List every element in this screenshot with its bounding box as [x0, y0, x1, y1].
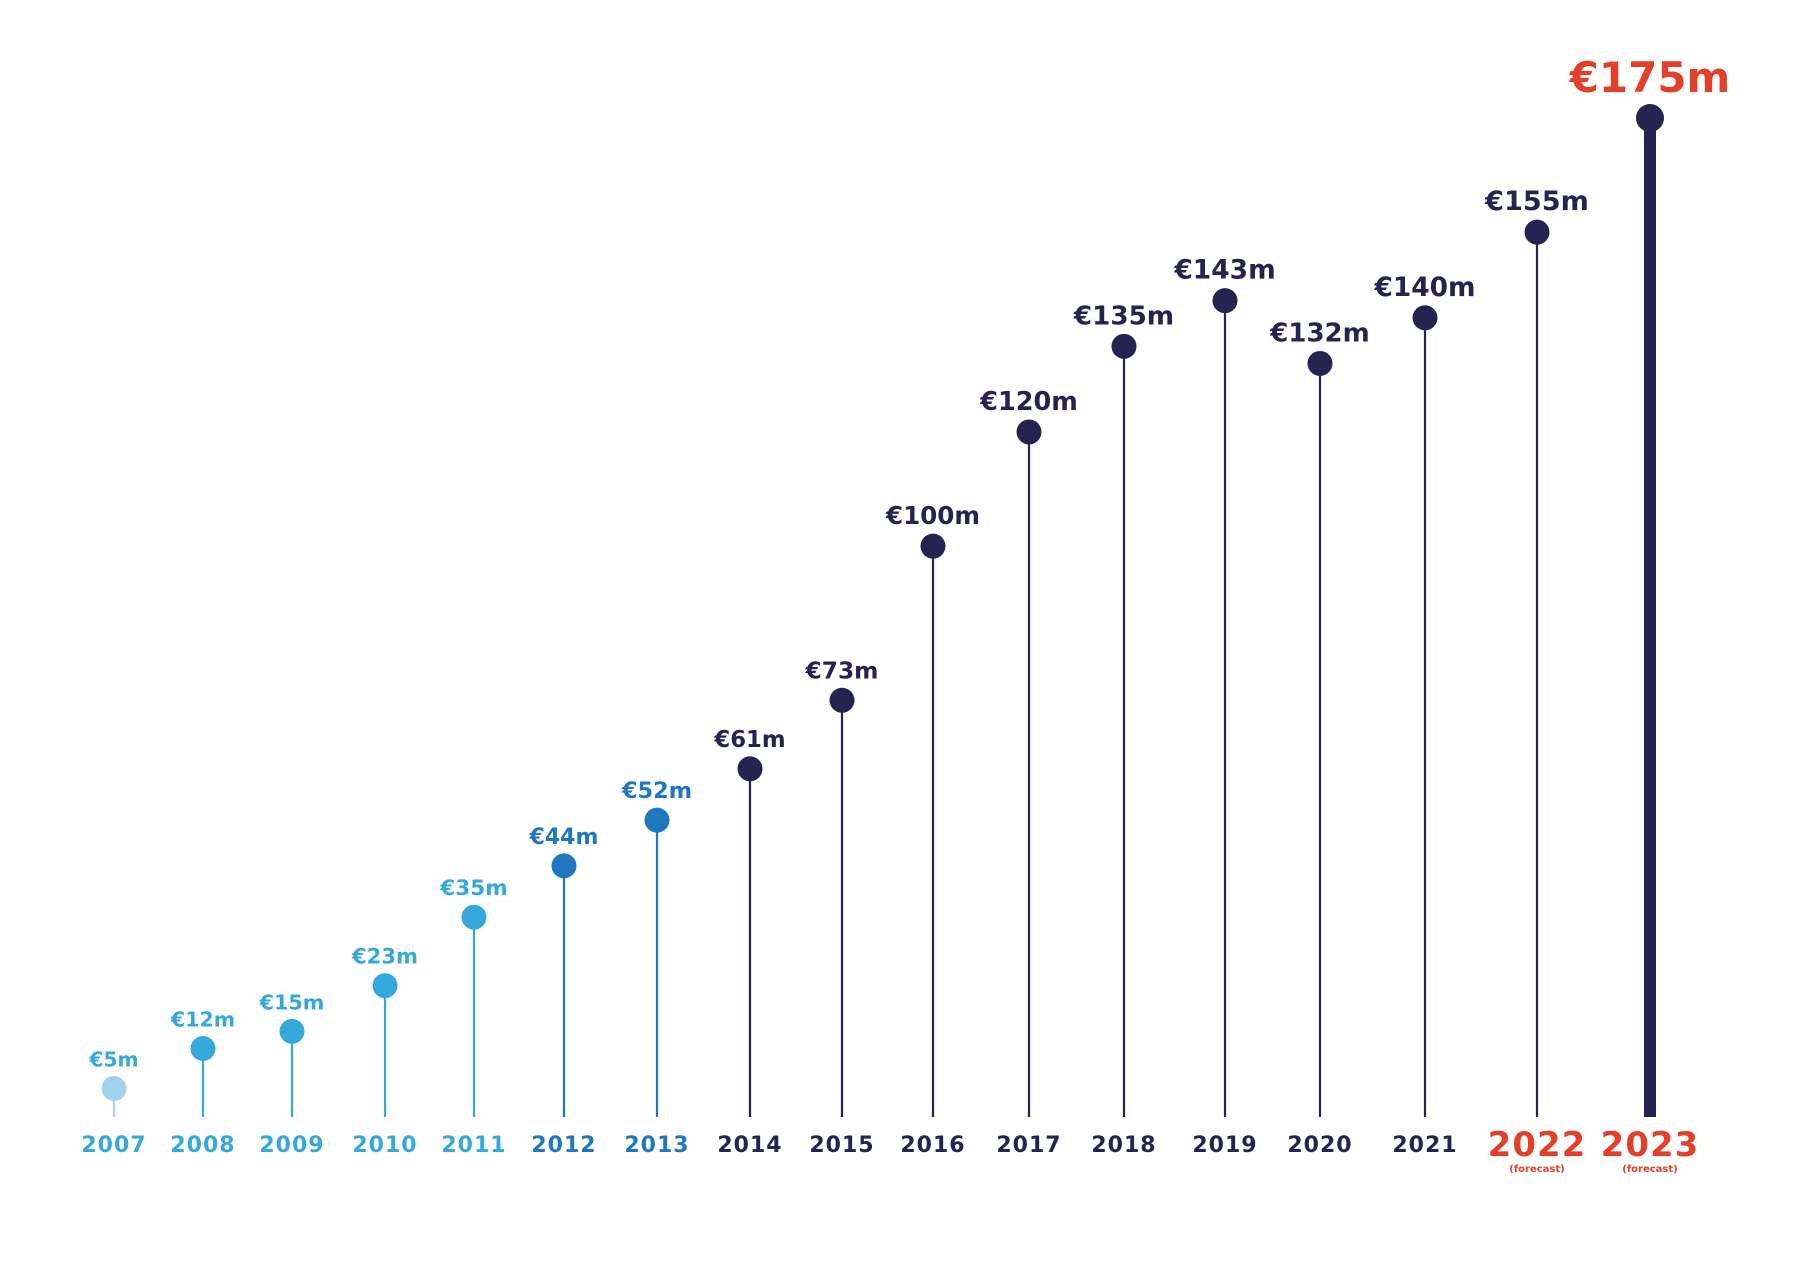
forecast-note-2023: (forecast): [1622, 1164, 1677, 1175]
value-label-2010: €23m: [351, 944, 418, 969]
value-label-2015: €73m: [805, 657, 879, 684]
year-label-2020: 2020: [1287, 1133, 1352, 1158]
year-label-2012: 2012: [531, 1133, 596, 1158]
point-2016[interactable]: [920, 533, 946, 559]
year-label-2015: 2015: [809, 1133, 874, 1158]
year-label-2018: 2018: [1091, 1133, 1156, 1158]
year-label-2008: 2008: [170, 1133, 235, 1158]
year-label-2022: 2022: [1488, 1125, 1587, 1165]
value-label-2007: €5m: [88, 1047, 138, 1071]
point-2015[interactable]: [829, 687, 855, 713]
point-2020[interactable]: [1307, 350, 1333, 376]
point-2014[interactable]: [737, 756, 763, 782]
value-label-2011: €35m: [439, 876, 508, 901]
point-2021[interactable]: [1412, 305, 1438, 331]
value-label-2017: €120m: [979, 387, 1078, 417]
value-label-2023: €175m: [1569, 53, 1731, 102]
value-label-2018: €135m: [1073, 301, 1174, 331]
year-label-2021: 2021: [1392, 1133, 1457, 1158]
point-2013[interactable]: [644, 807, 670, 833]
year-label-2007: 2007: [81, 1133, 146, 1158]
point-2023[interactable]: [1636, 104, 1664, 132]
point-2012[interactable]: [551, 853, 577, 879]
year-label-2019: 2019: [1192, 1133, 1257, 1158]
point-2022[interactable]: [1524, 219, 1550, 245]
year-label-2017: 2017: [996, 1133, 1061, 1158]
value-label-2022: €155m: [1484, 186, 1589, 217]
value-label-2021: €140m: [1374, 272, 1476, 303]
year-label-2013: 2013: [624, 1133, 689, 1158]
point-2010[interactable]: [372, 973, 398, 999]
year-label-2014: 2014: [717, 1133, 782, 1158]
year-label-2016: 2016: [900, 1133, 965, 1158]
value-label-2009: €15m: [259, 990, 325, 1014]
value-label-2013: €52m: [621, 778, 692, 804]
value-label-2012: €44m: [529, 825, 599, 850]
point-2008[interactable]: [190, 1035, 216, 1061]
point-2009[interactable]: [279, 1018, 305, 1044]
forecast-note-2022: (forecast): [1509, 1164, 1564, 1175]
point-2007[interactable]: [101, 1075, 127, 1101]
value-label-2014: €61m: [713, 727, 785, 753]
value-label-2019: €143m: [1173, 255, 1275, 286]
point-2011[interactable]: [461, 904, 487, 930]
value-label-2008: €12m: [170, 1007, 235, 1031]
point-2019[interactable]: [1212, 288, 1238, 314]
value-label-2020: €132m: [1269, 318, 1369, 348]
point-2017[interactable]: [1016, 419, 1042, 445]
point-2018[interactable]: [1111, 333, 1137, 359]
year-label-2011: 2011: [441, 1133, 506, 1158]
year-label-2009: 2009: [259, 1133, 324, 1158]
year-label-2023: 2023: [1601, 1125, 1700, 1165]
value-label-2016: €100m: [885, 501, 980, 530]
year-label-2010: 2010: [352, 1133, 417, 1158]
